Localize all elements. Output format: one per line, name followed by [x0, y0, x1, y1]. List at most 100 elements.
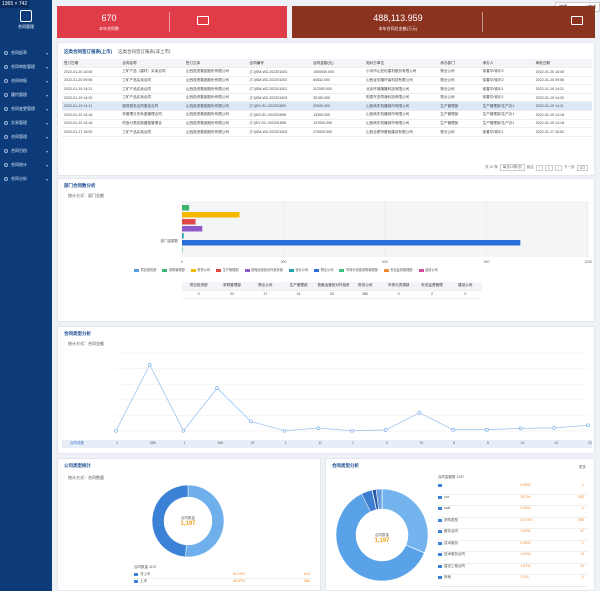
- sidebar-item[interactable]: 合同审批管理 ▾: [0, 60, 52, 74]
- legend-row[interactable]: yxx 25.3% 303: [438, 494, 588, 506]
- table-row[interactable]: 2022-01-19 14:21 工矿产品买卖合同 山西投资集团股份有限公司 (TJ)…: [62, 84, 592, 94]
- table-row[interactable]: 2022-01-19 14:11 服务服务合同鉴定合同 山西投资集团股份有限公司 (T…: [62, 101, 592, 112]
- sidebar-item[interactable]: 交易管理 ▾: [0, 116, 52, 130]
- legend-swatch: [438, 541, 442, 545]
- brand[interactable]: 合同管理: [0, 10, 52, 30]
- data-point: [451, 427, 455, 432]
- table-cell: 2022-01-19 14:20: [533, 93, 592, 103]
- legend-row[interactable]: 服务合同 3.09% 37: [438, 529, 588, 541]
- bar: [182, 247, 183, 253]
- tab-listed[interactable]: 这类合同签订报表(上市): [64, 49, 112, 54]
- table-cell: (TJ)SM-WZ-202201001: [247, 84, 312, 94]
- column-header: 市场与资源部: [381, 282, 416, 291]
- table-cell: 37: [250, 441, 255, 445]
- table-row[interactable]: 2022-01-17 16:52 工矿产品买卖合同 山西投资集团股份有限公司 (TJ)…: [62, 127, 592, 137]
- prev-page-button[interactable]: ‹: [535, 164, 543, 171]
- table-cell: 137000.000: [311, 119, 365, 129]
- table-cell: 山西投资集团股份有限公司: [183, 127, 248, 137]
- legend-swatch: [438, 495, 442, 499]
- legend-row[interactable]: 采购类型 49.71% 595: [438, 517, 588, 529]
- contracts-panel: 这类合同签订报表(上市) 这类合同签订报表(非上市) 签订日期 合同名称 签订主体合…: [57, 42, 595, 176]
- legend-item[interactable]: 生产管理部: [216, 267, 239, 272]
- legend-row[interactable]: 非上市 51.13% 612: [134, 572, 314, 579]
- legend-row[interactable]: 建设工程合同 1.67% 20: [438, 563, 588, 575]
- legend-item[interactable]: 首席运营官对外投资部: [244, 267, 283, 272]
- legend-label: yxx: [444, 494, 450, 499]
- table-cell: 2022-01-19 14:11: [533, 101, 592, 112]
- table-row[interactable]: 2022-01-19 14:18 吃饭分类控制器鉴管理合 山西投资集团股份有限公司(…: [62, 119, 592, 129]
- ctype-line-chart: [114, 352, 590, 433]
- data-point: [114, 428, 118, 433]
- tab-unlisted[interactable]: 这类合同签订报表(非上市): [118, 49, 171, 54]
- sidebar-item[interactable]: 合同申报 ▾: [0, 74, 52, 88]
- chevron-down-icon: ▾: [45, 120, 48, 126]
- table-row[interactable]: 2022-01-19 14:20 工矿产品买卖合同 山西投资集团股份有限公司 (TJ)…: [62, 93, 592, 103]
- column-header[interactable]: 承办人: [480, 59, 534, 69]
- sidebar-item[interactable]: 合同分析 ▾: [0, 172, 52, 186]
- legend-count: 595: [578, 517, 584, 522]
- table-cell: 2: [415, 290, 449, 299]
- column-header[interactable]: 签订日期: [62, 59, 121, 69]
- sidebar-item[interactable]: 合同归档 ▾: [0, 144, 52, 158]
- table-cell: (TJ)KY-SC-202201898: [247, 119, 312, 129]
- legend-label: 非上市: [140, 572, 151, 576]
- legend-item[interactable]: 建设公司: [418, 267, 438, 272]
- sidebar-item[interactable]: 合同管理 ▾: [0, 130, 52, 144]
- data-point: [215, 386, 219, 390]
- ctype-table-row: 合同总数 1 255 1 165 37 1 11 1 4 70 5 5 10 12 22: [62, 440, 592, 448]
- page-number[interactable]: 1: [544, 164, 553, 171]
- next-page-button[interactable]: ›: [554, 164, 563, 171]
- table-row[interactable]: 2022-01-20 18:45 工矿产品（建材）买卖合同 山西投资集团股份有限公司…: [62, 67, 592, 77]
- legend-row[interactable]: 0.08% 1: [438, 483, 588, 495]
- column-header[interactable]: 合同金额(元): [311, 59, 365, 69]
- chevron-down-icon: ▾: [45, 78, 48, 84]
- more-link[interactable]: 更多: [579, 465, 586, 469]
- pie1-legend-title: 合同数量 1197: [134, 565, 157, 569]
- window-size-label: 1365 × 742: [0, 0, 30, 8]
- legend-row[interactable]: 技术服务 0.08% 1: [438, 541, 588, 552]
- table-row[interactable]: 2022-01-20 09:56 工矿产品买卖合同 山西投资集团股份有限公司 (TJ)…: [62, 76, 592, 86]
- sidebar-item[interactable]: 履约管理 ▾: [0, 88, 52, 102]
- legend-swatch: [438, 553, 442, 556]
- sidebar-item[interactable]: 合同统计 ▾: [0, 158, 52, 172]
- legend-row[interactable]: 上市 48.87% 585: [134, 579, 314, 586]
- x-tick-label: 0: [181, 260, 183, 264]
- chevron-down-icon: ▾: [45, 148, 48, 154]
- legend-item[interactable]: 项目投资部: [134, 267, 156, 272]
- page-size-select[interactable]: 每页10条/页: [499, 164, 525, 171]
- sidebar-item-label: 合同归档: [11, 148, 27, 153]
- bar: [182, 233, 184, 239]
- data-point: [249, 419, 253, 424]
- legend-item[interactable]: 设计公司: [288, 267, 308, 272]
- legend-label: 建设工程合同: [444, 563, 465, 568]
- column-header[interactable]: 签订主体: [183, 59, 248, 69]
- table-cell: 山西商东机器城市有限公司: [364, 101, 439, 112]
- sidebar-item[interactable]: 合同起草 ▾: [0, 46, 52, 60]
- legend-row[interactable]: 其他 0.1% 0: [438, 575, 588, 587]
- legend-swatch: [438, 576, 442, 579]
- go-button[interactable]: GO: [576, 164, 588, 171]
- menu-icon: [4, 93, 8, 97]
- legend-item[interactable]: 安全监督管理部: [383, 267, 413, 272]
- legend-item[interactable]: 物业公司: [314, 267, 333, 272]
- table-cell: 2022-01-19 14:18: [533, 110, 592, 120]
- column-header[interactable]: 合同编号: [247, 59, 312, 69]
- column-header[interactable]: 审批日期: [533, 59, 592, 69]
- table-cell: 生产管理部: [438, 110, 481, 120]
- legend-row[interactable]: sale 0.08% 1: [438, 506, 588, 518]
- column-header[interactable]: 合同名称: [120, 59, 184, 69]
- column-header[interactable]: 承办部门: [438, 59, 481, 69]
- dept-summary-table: 项目投资部 采购管理部 物业公司 生产管理部 首席运营官对外投资 财务公司 市场与资源部 安全…: [182, 282, 482, 299]
- table-cell: 380: [348, 290, 382, 299]
- legend-item[interactable]: 采购管理部: [162, 267, 185, 272]
- pie2-legend-title: 合同金额数 1197: [438, 475, 464, 479]
- legend-item[interactable]: 财务公司: [190, 267, 210, 272]
- table-row[interactable]: 2022-01-19 14:18 非管理分关系鉴管理合同 山西投资集团股份有限公司(…: [62, 110, 592, 120]
- table-row: 0 21 17 41 20 380 0 2 0: [182, 290, 482, 299]
- sidebar-item[interactable]: 合同变更管理 ▾: [0, 102, 52, 116]
- series-line: [115, 363, 589, 432]
- legend-item[interactable]: 市场与资源采购管理部: [339, 267, 378, 272]
- legend-row[interactable]: 技术服务合同 1.09% 13: [438, 552, 588, 564]
- table-cell: (TJ)KS-SC-202201896: [247, 110, 312, 120]
- column-header[interactable]: 相对方单位: [364, 59, 439, 69]
